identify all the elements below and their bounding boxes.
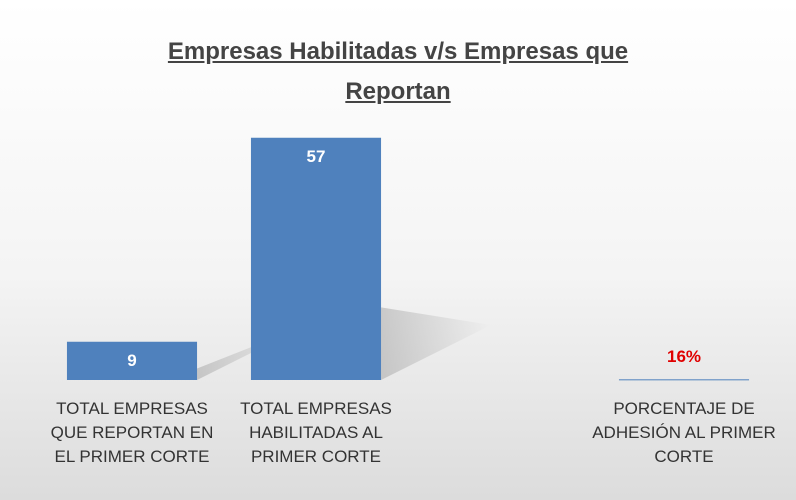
- bar: [66, 341, 198, 380]
- bar: [250, 137, 382, 380]
- value-label: 9: [127, 351, 136, 370]
- x-tick-label: TOTAL EMPRESAS HABILITADAS AL PRIMER COR…: [240, 399, 392, 466]
- chart-title: Empresas Habilitadas v/s Empresas que Re…: [167, 38, 629, 105]
- x-tick-label: PORCENTAJE DE ADHESIÓN AL PRIMER CORTE: [592, 399, 776, 466]
- bar: [618, 379, 750, 381]
- bar-shadow: [381, 307, 492, 380]
- x-tick-label: TOTAL EMPRESAS QUE REPORTAN EN EL PRIMER…: [50, 399, 214, 466]
- value-label: 16%: [667, 347, 701, 366]
- value-label: 57: [307, 147, 326, 166]
